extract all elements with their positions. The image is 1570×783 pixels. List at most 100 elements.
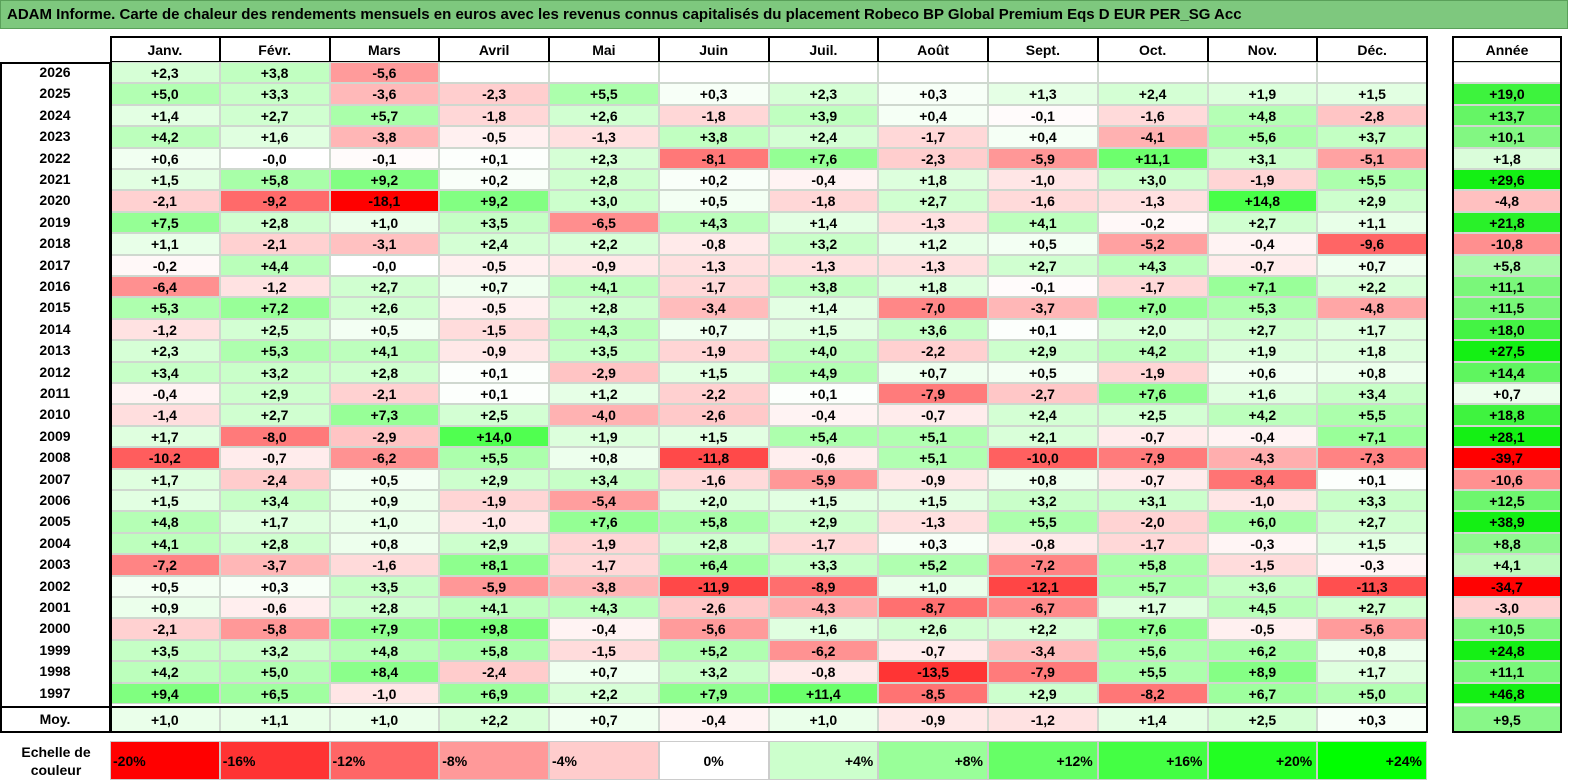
heatmap-cell: +3,1	[1097, 490, 1208, 512]
row-year-label: 2024	[2, 104, 108, 127]
heatmap-cell: -0,0	[219, 147, 330, 169]
heatmap-cell: -1,7	[878, 126, 988, 148]
heatmap-cell: +2,2	[988, 618, 1098, 640]
heatmap-cell: -1,3	[658, 254, 769, 276]
heatmap-cell: -3,4	[658, 297, 769, 319]
heatmap-cell: -5,1	[1317, 147, 1427, 169]
heatmap-cell: +1,2	[878, 233, 988, 255]
heatmap-cell: -2,1	[329, 383, 440, 405]
heatmap-cell: -1,0	[439, 511, 549, 533]
legend-swatch: 0%	[658, 741, 769, 780]
heatmap-cell: +1,9	[1207, 340, 1318, 362]
heatmap-cell: -1,6	[1097, 104, 1208, 127]
heatmap-cell: +0,4	[878, 104, 988, 127]
heatmap-cell: +1,2	[549, 383, 659, 405]
heatmap-cell: -1,8	[768, 190, 879, 212]
heatmap-cell: +4,0	[768, 340, 879, 362]
row-year-label: 2020	[2, 190, 108, 212]
heatmap-cell: -0,5	[439, 254, 549, 276]
heatmap-cell: +1,7	[1317, 661, 1427, 683]
heatmap-cell: +3,4	[219, 490, 330, 512]
year-total-cell: +18,0	[1452, 318, 1562, 341]
heatmap-cell: +0,7	[658, 318, 769, 341]
heatmap-cell: +1,1	[1317, 211, 1427, 234]
heatmap-cell: +0,8	[988, 468, 1098, 490]
heatmap-cell: +1,8	[878, 276, 988, 298]
heatmap-cell: +0,5	[329, 318, 440, 341]
heatmap-cell: +7,1	[1317, 425, 1427, 448]
heatmap-cell: -0,4	[1207, 233, 1318, 255]
heatmap-cell: +4,3	[549, 318, 659, 341]
heatmap-cell: -1,2	[219, 276, 330, 298]
row-year-label: 2023	[2, 126, 108, 148]
heatmap-cell: -1,9	[658, 340, 769, 362]
heatmap-cell: +5,0	[1317, 682, 1427, 704]
heatmap-cell: -0,8	[658, 233, 769, 255]
heatmap-cell: -1,5	[549, 639, 659, 662]
heatmap-cell: +1,5	[1317, 532, 1427, 555]
heatmap-cell: +1,4	[768, 297, 879, 319]
heatmap-cell: +9,2	[329, 169, 440, 191]
heatmap-cell: +0,1	[439, 361, 549, 383]
average-cell: +2,2	[439, 706, 549, 732]
year-total-cell: +21,8	[1452, 211, 1562, 234]
column-header: Déc.	[1317, 36, 1427, 62]
heatmap-cell: -1,9	[1097, 361, 1208, 383]
row-year-label: 2009	[2, 425, 108, 448]
heatmap-cell: -0,7	[878, 404, 988, 426]
heatmap-cell: +0,7	[439, 276, 549, 298]
heatmap-cell: +7,2	[219, 297, 330, 319]
heatmap-cell: +3,5	[549, 340, 659, 362]
heatmap-cell: -8,7	[878, 597, 988, 619]
heatmap-cell: +5,6	[1207, 126, 1318, 148]
legend-swatch: +8%	[878, 741, 988, 780]
heatmap-cell: +1,3	[988, 83, 1098, 105]
heatmap-cell: -2,1	[110, 190, 220, 212]
row-year-label: 2019	[2, 211, 108, 234]
average-cell: +0,7	[549, 706, 659, 732]
heatmap-cell: -0,8	[768, 661, 879, 683]
heatmap-cell: -2,6	[658, 404, 769, 426]
heatmap-cell: +5,8	[658, 511, 769, 533]
heatmap-cell: +0,5	[988, 361, 1098, 383]
heatmap-cell: +2,5	[439, 404, 549, 426]
heatmap-cell: +1,1	[110, 233, 220, 255]
heatmap-cell: +3,5	[329, 575, 440, 597]
heatmap-cell: -1,9	[1207, 169, 1318, 191]
heatmap-cell: -0,4	[110, 383, 220, 405]
heatmap-cell: +0,3	[219, 575, 330, 597]
heatmap-cell: -5,2	[1097, 233, 1208, 255]
heatmap-cell: -1,3	[878, 254, 988, 276]
heatmap-cell: +1,7	[219, 511, 330, 533]
heatmap-cell: +4,5	[1207, 597, 1318, 619]
heatmap-cell: +2,0	[658, 490, 769, 512]
heatmap-cell: -0,9	[878, 468, 988, 490]
heatmap-cell	[768, 62, 879, 84]
heatmap-cell: -0,1	[329, 147, 440, 169]
row-year-label: 2014	[2, 318, 108, 341]
heatmap-cell: -2,1	[219, 233, 330, 255]
year-total-cell: +1,8	[1452, 147, 1562, 169]
heatmap-cell: +0,5	[329, 468, 440, 490]
year-total-cell: +11,5	[1452, 297, 1562, 319]
average-cell: +2,5	[1207, 706, 1318, 732]
heatmap-cell: +9,2	[439, 190, 549, 212]
heatmap-cell: -5,6	[1317, 618, 1427, 640]
average-cell: -0,9	[878, 706, 988, 732]
heatmap-cell: +7,6	[549, 511, 659, 533]
heatmap-cell: -1,9	[549, 532, 659, 555]
heatmap-cell: -0,8	[988, 532, 1098, 555]
heatmap-cell: -1,7	[1097, 532, 1208, 555]
heatmap-cell: -2,6	[658, 597, 769, 619]
heatmap-cell: -0,7	[1097, 425, 1208, 448]
heatmap-cell: +2,9	[439, 532, 549, 555]
heatmap-cell: +2,5	[1097, 404, 1208, 426]
heatmap-cell: -1,6	[988, 190, 1098, 212]
heatmap-cell: +4,3	[549, 597, 659, 619]
heatmap-cell: +1,5	[768, 490, 879, 512]
heatmap-cell: +5,0	[110, 83, 220, 105]
column-header: Oct.	[1097, 36, 1208, 62]
heatmap-cell: +8,1	[439, 554, 549, 576]
heatmap-cell: +3,3	[768, 554, 879, 576]
heatmap-cell: +5,5	[1317, 404, 1427, 426]
